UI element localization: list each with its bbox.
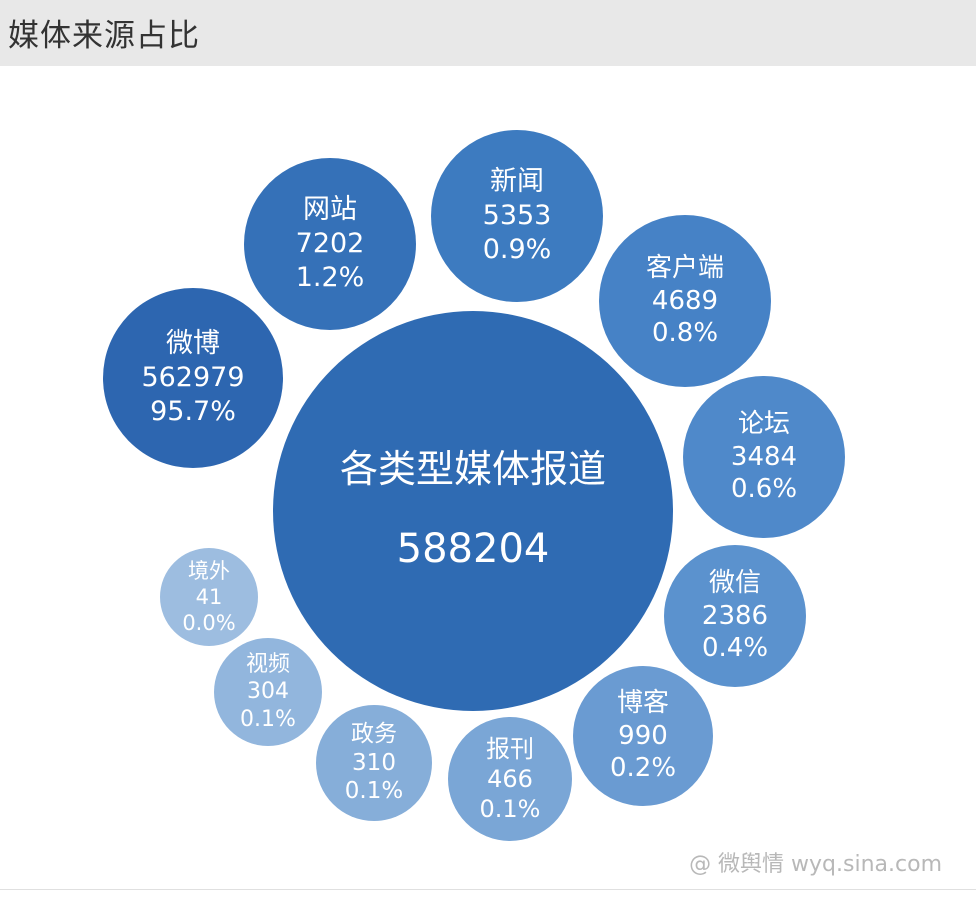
bubble-4: 论坛 3484 0.6% — [683, 376, 845, 538]
bubble-percent: 1.2% — [295, 261, 365, 293]
bubble-5: 微信 2386 0.4% — [664, 545, 806, 687]
bubble-label: 报刊 — [486, 735, 534, 763]
bubble-percent: 0.6% — [730, 474, 798, 505]
bubble-3: 客户端 4689 0.8% — [599, 215, 771, 387]
bubble-label: 新闻 — [490, 166, 544, 198]
bubble-percent: 0.8% — [651, 318, 719, 349]
footer-divider — [0, 889, 976, 890]
bubble-value: 466 — [487, 765, 533, 793]
center-bubble: 各类型媒体报道 588204 — [273, 311, 673, 711]
bubble-value: 4689 — [651, 285, 719, 316]
bubble-chart: 各类型媒体报道 588204 微博 562979 95.7% 网站 7202 1.2% 新闻… — [0, 66, 976, 886]
chart-header: 媒体来源占比 — [0, 0, 976, 66]
bubble-value: 7202 — [295, 228, 365, 260]
bubble-10: 境外 41 0.0% — [160, 548, 258, 646]
bubble-value: 3484 — [730, 441, 798, 472]
bubble-1: 网站 7202 1.2% — [244, 158, 416, 330]
bubble-2: 新闻 5353 0.9% — [431, 130, 603, 302]
bubble-label: 博客 — [616, 688, 669, 719]
center-bubble-value: 588204 — [396, 525, 550, 572]
bubble-label: 微信 — [708, 568, 761, 599]
bubble-percent: 95.7% — [150, 395, 236, 427]
bubble-value: 5353 — [482, 200, 552, 232]
bubble-percent: 0.0% — [182, 611, 236, 636]
bubble-6: 博客 990 0.2% — [573, 666, 713, 806]
center-bubble-label: 各类型媒体报道 — [339, 447, 606, 492]
bubble-value: 990 — [618, 720, 668, 751]
bubble-9: 视频 304 0.1% — [214, 638, 322, 746]
bubble-percent: 0.9% — [482, 233, 552, 265]
bubble-7: 报刊 466 0.1% — [448, 717, 572, 841]
bubble-percent: 0.1% — [344, 778, 404, 805]
bubble-percent: 0.4% — [701, 633, 769, 664]
bubble-percent: 0.2% — [609, 753, 677, 784]
bubble-value: 310 — [352, 749, 396, 776]
bubble-value: 41 — [195, 584, 223, 609]
bubble-value: 562979 — [141, 362, 245, 394]
bubble-label: 网站 — [303, 194, 357, 226]
bubble-percent: 0.1% — [240, 706, 296, 732]
page-title: 媒体来源占比 — [8, 18, 200, 54]
bubble-label: 视频 — [245, 651, 290, 677]
bubble-label: 境外 — [188, 558, 230, 583]
bubble-value: 2386 — [701, 600, 769, 631]
watermark: @ 微舆情 wyq.sina.com — [689, 852, 942, 877]
bubble-label: 微博 — [166, 328, 220, 360]
bubble-label: 政务 — [351, 720, 397, 747]
bubble-value: 304 — [247, 679, 289, 705]
bubble-label: 论坛 — [737, 409, 790, 440]
bubble-0: 微博 562979 95.7% — [103, 288, 283, 468]
bubble-percent: 0.1% — [479, 795, 541, 823]
bubble-label: 客户端 — [645, 253, 724, 284]
bubble-8: 政务 310 0.1% — [316, 705, 432, 821]
